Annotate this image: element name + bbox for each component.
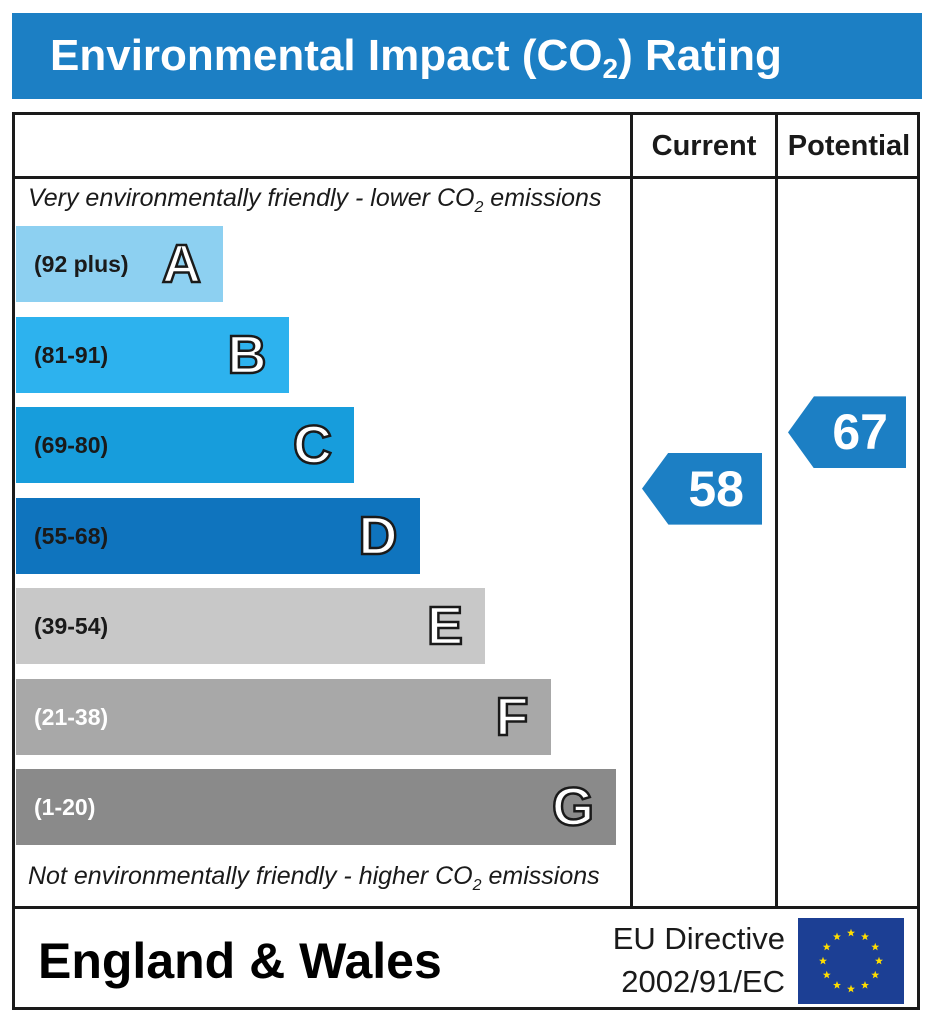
potential-rating-value: 67 [832,404,888,461]
eu-star-icon [819,956,827,965]
band-d-letter: D [357,504,399,567]
header-divider [12,176,920,179]
band-e-range: (39-54) [34,613,109,639]
potential-rating-indicator: 67 [788,396,906,469]
band-c: (69-80) C [16,407,354,483]
eu-star-icon [822,970,831,979]
band-a-range: (92 plus) [34,251,129,277]
current-rating-indicator: 58 [642,452,762,525]
directive-line-2: 2002/91/EC [621,964,785,999]
band-a: (92 plus) A [16,226,223,302]
column-header-current: Current [651,130,757,162]
bottom-note: Not environmentally friendly - higher CO… [28,862,600,894]
band-g-range: (1-20) [34,794,96,820]
band-f-range: (21-38) [34,703,109,730]
column-header-potential: Potential [787,130,911,162]
rating-frame [12,112,920,1010]
chart-title: Environmental Impact (CO2) Rating [50,31,782,84]
footer-divider [12,906,920,909]
band-b-range: (81-91) [34,341,109,368]
eu-star-icon [875,956,883,965]
country-label: England & Wales [38,933,442,989]
eu-flag-icon [798,918,904,1004]
eu-star-icon [871,970,880,979]
band-g: (1-20) G [16,769,616,845]
band-g-letter: G [551,776,596,839]
band-e-letter: E [426,595,465,658]
band-a-letter: A [161,233,203,296]
eu-star-icon [847,928,855,937]
band-b-letter: B [226,323,268,386]
band-b: (81-91) B [16,316,289,393]
band-c-letter: C [292,414,334,477]
band-f: (21-38) F [16,678,551,755]
eu-stars-icon [819,928,883,993]
column-divider-potential [775,112,778,909]
title-bar: Environmental Impact (CO2) Rating [12,13,922,99]
eu-star-icon [822,942,831,951]
eu-star-icon [833,932,841,941]
band-c-range: (69-80) [34,432,109,458]
band-f-letter: F [494,685,530,748]
band-d: (55-68) D [16,497,420,574]
band-d-range: (55-68) [34,522,109,549]
column-divider-current [630,112,633,909]
current-rating-value: 58 [688,460,744,517]
top-note: Very environmentally friendly - lower CO… [28,184,602,216]
directive-line-1: EU Directive [612,921,785,956]
eu-star-icon [833,981,841,989]
eu-star-icon [847,984,855,993]
eu-star-icon [871,942,880,951]
eu-star-icon [861,981,869,989]
band-e: (39-54) E [16,588,485,664]
eu-star-icon [861,932,869,941]
